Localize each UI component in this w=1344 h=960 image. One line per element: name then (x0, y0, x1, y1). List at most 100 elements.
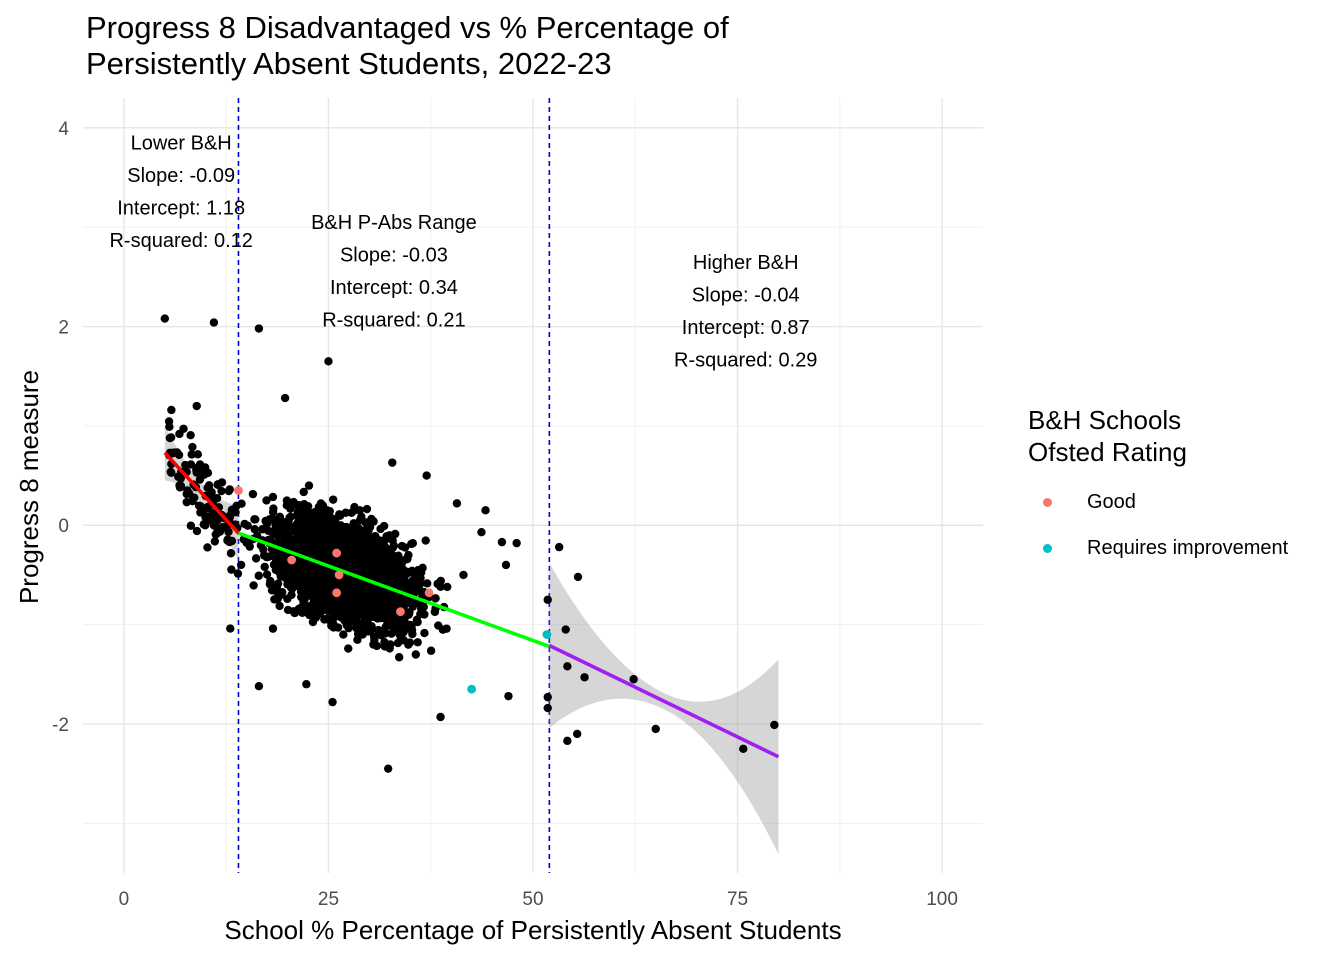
annotation-line: Higher B&H (693, 252, 799, 274)
data-point (277, 520, 286, 529)
data-point (167, 468, 176, 477)
axis-ticks: 0 25 50 75 100 -2 0 2 4 (52, 119, 958, 910)
highlighted-points (234, 486, 552, 694)
data-point (418, 563, 427, 573)
data-point (359, 625, 368, 635)
data-point (194, 501, 204, 510)
data-point (330, 613, 339, 622)
data-point (383, 764, 393, 773)
range-dividers (237, 98, 551, 873)
data-point (543, 595, 552, 604)
data-point (580, 673, 589, 682)
data-point (330, 595, 339, 604)
data-point (347, 559, 357, 568)
data-point (365, 522, 375, 532)
data-point (213, 480, 222, 489)
data-point (739, 744, 748, 754)
data-point (572, 729, 582, 739)
data-point (436, 712, 445, 722)
data-point (358, 554, 368, 564)
data-point (452, 499, 462, 508)
data-point (250, 525, 259, 534)
data-point (278, 549, 287, 559)
annotation-line: Intercept: 0.34 (330, 277, 458, 299)
data-point (497, 537, 507, 547)
data-point (188, 442, 197, 452)
y-tick-label: 0 (58, 516, 69, 537)
chart-title: Progress 8 Disadvantaged vs % Percentage… (86, 10, 729, 82)
data-point (422, 579, 432, 588)
data-point (298, 605, 307, 615)
legend-key-good (1043, 498, 1052, 507)
data-point (170, 448, 179, 457)
data-point (328, 514, 338, 524)
grid (83, 98, 983, 873)
data-point (175, 429, 184, 439)
data-point (187, 450, 196, 459)
data-point (403, 554, 412, 564)
highlighted-point (334, 570, 344, 580)
data-point (297, 591, 307, 601)
data-point (342, 620, 351, 630)
data-point (346, 606, 355, 615)
data-point (384, 616, 393, 625)
data-point (573, 572, 583, 582)
highlighted-point (287, 555, 297, 565)
data-point (369, 632, 379, 641)
data-point (302, 504, 312, 513)
data-point (294, 568, 304, 578)
data-point (273, 579, 283, 588)
x-tick-label: 50 (522, 889, 543, 910)
data-point (192, 526, 202, 536)
data-point (280, 393, 290, 403)
data-point (251, 554, 261, 563)
highlighted-point (542, 630, 552, 639)
data-point (318, 501, 328, 510)
x-tick-label: 75 (727, 889, 748, 910)
data-point (379, 521, 389, 531)
data-point (395, 571, 404, 580)
data-point (262, 519, 272, 528)
data-point (227, 565, 236, 574)
data-point (306, 585, 315, 595)
regression-lines (163, 451, 780, 759)
regression-line (548, 643, 780, 759)
data-point (182, 497, 191, 507)
data-point (196, 508, 205, 517)
x-axis-label: School % Percentage of Persistently Abse… (224, 915, 841, 945)
annotation-line: Slope: -0.04 (692, 284, 800, 306)
data-point (224, 527, 233, 536)
data-point (374, 625, 383, 635)
data-point (225, 537, 234, 547)
data-point (309, 612, 318, 621)
data-point (217, 486, 226, 496)
data-point (381, 573, 390, 583)
data-point (405, 623, 415, 632)
data-point (283, 570, 293, 579)
data-point (289, 497, 298, 507)
annotation-line: Slope: -0.03 (340, 245, 448, 267)
data-point (359, 604, 368, 614)
annotation-line: R-squared: 0.21 (322, 310, 465, 332)
data-point (287, 590, 296, 600)
y-axis-label: Progress 8 measure (14, 370, 44, 604)
data-point (204, 512, 213, 522)
x-tick-label: 25 (318, 889, 339, 910)
data-point (307, 574, 317, 583)
annotations: Lower B&H Slope: -0.09 Intercept: 1.18 R-sq… (109, 133, 817, 372)
y-tick-label: -2 (52, 715, 69, 736)
data-point (369, 640, 378, 649)
data-point (226, 624, 235, 633)
data-point (554, 542, 564, 552)
data-point (226, 549, 236, 558)
data-point (276, 559, 285, 568)
data-point (251, 515, 260, 524)
regression-line (237, 531, 550, 649)
data-point (233, 569, 243, 578)
data-point (391, 596, 401, 605)
data-point (367, 514, 376, 524)
data-point (382, 532, 391, 541)
data-point (203, 543, 212, 552)
data-point (543, 703, 552, 713)
